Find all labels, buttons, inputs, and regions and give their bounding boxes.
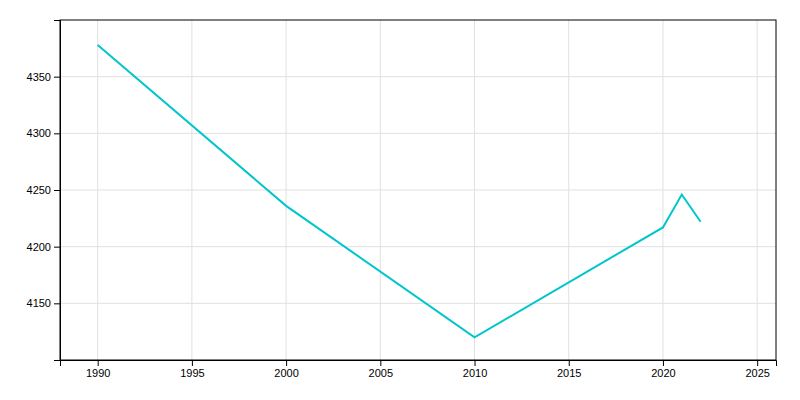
x-tick-mark xyxy=(475,360,476,366)
grid-line-y xyxy=(60,246,776,247)
x-tick-label: 2025 xyxy=(745,367,769,379)
x-tick-mark xyxy=(286,360,287,366)
x-tick: 2025 xyxy=(745,360,769,379)
y-tick-label: 4200 xyxy=(27,241,51,253)
x-tick-label: 1995 xyxy=(180,367,204,379)
grid-line-y xyxy=(60,303,776,304)
x-tick: 2000 xyxy=(274,360,298,379)
y-axis-line xyxy=(54,21,61,361)
y-tick-label: 4300 xyxy=(27,127,51,139)
y-tick-mark xyxy=(54,303,60,304)
x-tick-label: 2005 xyxy=(369,367,393,379)
x-tick-label: 2015 xyxy=(557,367,581,379)
grid-line-y xyxy=(60,76,776,77)
y-tick: 4150 xyxy=(27,297,60,309)
x-axis: 1990 1995 2000 2005 2010 2015 2020 2025 xyxy=(61,360,777,379)
chart-container: 1990 1995 2000 2005 2010 2015 2020 2025 4150 4200… xyxy=(0,0,800,400)
grid xyxy=(60,20,776,360)
x-tick-mark xyxy=(98,360,99,366)
data-line xyxy=(98,45,701,337)
y-axis: 4150 4200 4250 4300 4350 xyxy=(27,21,61,361)
x-tick-mark xyxy=(380,360,381,366)
grid-line-y xyxy=(60,133,776,134)
grid-line-y xyxy=(60,190,776,191)
x-tick-label: 2020 xyxy=(651,367,675,379)
y-tick-mark xyxy=(54,133,60,134)
x-tick-label: 2000 xyxy=(274,367,298,379)
x-tick-mark xyxy=(663,360,664,366)
chart-svg: 1990 1995 2000 2005 2010 2015 2020 2025 4150 4200… xyxy=(0,0,800,400)
y-tick-mark xyxy=(54,247,60,248)
y-tick-label: 4150 xyxy=(27,297,51,309)
y-tick: 4300 xyxy=(27,127,60,139)
x-tick: 2005 xyxy=(369,360,393,379)
y-tick-label: 4250 xyxy=(27,184,51,196)
x-tick: 2015 xyxy=(557,360,581,379)
x-tick: 1990 xyxy=(86,360,110,379)
plot-area: 1990 1995 2000 2005 2010 2015 2020 2025 4150 4200… xyxy=(27,20,777,379)
y-tick: 4250 xyxy=(27,184,60,196)
x-tick: 1995 xyxy=(180,360,204,379)
x-tick-mark xyxy=(757,360,758,366)
x-axis-line xyxy=(61,361,777,367)
y-tick-mark xyxy=(54,77,60,78)
y-tick-mark xyxy=(54,190,60,191)
x-tick-label: 2010 xyxy=(463,367,487,379)
x-tick-label: 1990 xyxy=(86,367,110,379)
x-tick: 2020 xyxy=(651,360,675,379)
y-tick: 4350 xyxy=(27,71,60,83)
x-tick-mark xyxy=(192,360,193,366)
x-tick: 2010 xyxy=(463,360,487,379)
plot-frame xyxy=(60,20,776,360)
x-tick-mark xyxy=(569,360,570,366)
y-tick: 4200 xyxy=(27,241,60,253)
marks xyxy=(98,45,701,337)
y-tick-label: 4350 xyxy=(27,71,51,83)
